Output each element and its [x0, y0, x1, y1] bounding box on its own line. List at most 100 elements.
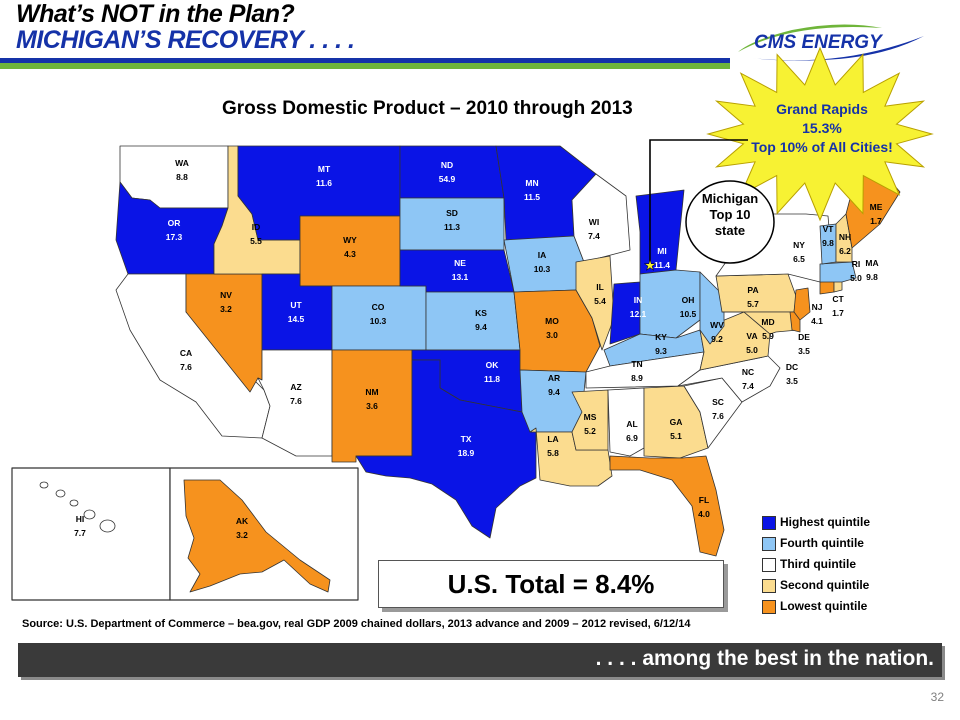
state-value-az: 7.6: [290, 396, 302, 406]
michigan-callout-line2: Top 10: [709, 207, 751, 222]
state-abbr-ga: GA: [670, 417, 683, 427]
state-value-sc: 7.6: [712, 411, 724, 421]
state-ak: [183, 479, 331, 593]
legend-label-third: Third quintile: [780, 557, 856, 571]
state-value-mt: 11.6: [316, 178, 332, 188]
state-abbr-de: DE: [798, 332, 810, 342]
state-value-md: 5.9: [762, 331, 774, 341]
legend-swatch-fourth: [762, 537, 776, 551]
state-value-ri: 5.0: [850, 273, 862, 283]
page-number: 32: [930, 690, 944, 704]
michigan-callout-line3: state: [714, 223, 746, 238]
state-abbr-ar: AR: [548, 373, 560, 383]
state-abbr-ma: MA: [865, 258, 878, 268]
state-abbr-ut: UT: [290, 300, 302, 310]
state-abbr-nc: NC: [742, 367, 754, 377]
legend-label-second: Second quintile: [780, 578, 870, 592]
state-abbr-id: ID: [252, 222, 261, 232]
state-abbr-nd: ND: [441, 160, 453, 170]
state-value-hi: 7.7: [74, 528, 86, 538]
state-abbr-fl: FL: [699, 495, 709, 505]
state-abbr-wa: WA: [175, 158, 189, 168]
state-value-mi: 11.4: [654, 260, 670, 270]
state-value-ma: 9.8: [866, 272, 878, 282]
state-abbr-nh: NH: [839, 232, 851, 242]
state-abbr-oh: OH: [682, 295, 695, 305]
state-abbr-mi: MI: [657, 246, 666, 256]
state-value-co: 10.3: [370, 316, 387, 326]
state-abbr-pa: PA: [747, 285, 758, 295]
state-value-al: 6.9: [626, 433, 638, 443]
cms-energy-logo: CMS ENERGY: [738, 24, 924, 61]
state-hi-island: [83, 509, 96, 520]
state-value-ny: 6.5: [793, 254, 805, 264]
state-value-ca: 7.6: [180, 362, 192, 372]
state-value-ct: 1.7: [832, 308, 844, 318]
state-ks: [425, 291, 521, 351]
state-abbr-az: AZ: [290, 382, 301, 392]
bottom-banner: . . . . among the best in the nation.: [18, 643, 942, 677]
state-hi-island: [69, 499, 79, 507]
state-nd: [399, 145, 505, 199]
state-abbr-ok: OK: [486, 360, 500, 370]
state-value-ms: 5.2: [584, 426, 596, 436]
state-value-fl: 4.0: [698, 509, 710, 519]
state-abbr-la: LA: [547, 434, 558, 444]
header-rule-green: [0, 63, 730, 69]
state-abbr-ia: IA: [538, 250, 547, 260]
state-fl: [609, 455, 725, 557]
state-value-ak: 3.2: [236, 530, 248, 540]
state-abbr-me: ME: [870, 202, 883, 212]
state-value-dc: 3.5: [786, 376, 798, 386]
legend-label-highest: Highest quintile: [780, 515, 870, 529]
state-abbr-vt: VT: [823, 224, 835, 234]
state-value-va: 5.0: [746, 345, 758, 355]
state-value-tn: 8.9: [631, 373, 643, 383]
state-abbr-ct: CT: [832, 294, 844, 304]
state-abbr-sc: SC: [712, 397, 724, 407]
state-abbr-wv: WV: [710, 320, 724, 330]
logo-wordmark: CMS ENERGY: [754, 32, 884, 53]
michigan-callout-line1: Michigan: [701, 191, 759, 206]
legend-swatch-second: [762, 579, 776, 593]
state-value-in: 12.1: [630, 309, 647, 319]
state-abbr-hi: HI: [76, 514, 85, 524]
state-abbr-ri: RI: [852, 259, 861, 269]
state-abbr-ne: NE: [454, 258, 466, 268]
state-value-nc: 7.4: [742, 381, 754, 391]
state-value-nj: 4.1: [811, 316, 823, 326]
state-al: [607, 387, 645, 457]
state-ne: [399, 249, 515, 293]
state-value-mn: 11.5: [524, 192, 540, 202]
legend-label-fourth: Fourth quintile: [780, 536, 864, 550]
us-total-box: U.S. Total = 8.4%: [378, 560, 724, 608]
grand-rapids-value: 15.3%: [802, 120, 842, 136]
state-abbr-ks: KS: [475, 308, 487, 318]
grand-rapids-leader-line: [649, 139, 748, 262]
state-value-ks: 9.4: [475, 322, 487, 332]
state-abbr-wy: WY: [343, 235, 357, 245]
state-value-wa: 8.8: [176, 172, 188, 182]
state-value-de: 3.5: [798, 346, 810, 356]
state-abbr-mo: MO: [545, 316, 559, 326]
state-abbr-in: IN: [634, 295, 643, 305]
state-value-ne: 13.1: [452, 272, 469, 282]
map-title: Gross Domestic Product – 2010 through 20…: [222, 98, 633, 119]
state-value-or: 17.3: [166, 232, 183, 242]
state-value-oh: 10.5: [680, 309, 697, 319]
legend-swatch-third: [762, 558, 776, 572]
state-value-la: 5.8: [547, 448, 559, 458]
header-rule-blue: [0, 58, 730, 63]
state-abbr-dc: DC: [786, 362, 798, 372]
grand-rapids-city: Grand Rapids: [776, 101, 868, 117]
state-value-vt: 9.8: [822, 238, 834, 248]
state-value-nh: 6.2: [839, 246, 851, 256]
banner-text: . . . . among the best in the nation.: [595, 647, 934, 670]
grand-rapids-callout: Grand Rapids 15.3% Top 10% of All Cities…: [742, 100, 902, 157]
legend-swatch-highest: [762, 516, 776, 530]
state-abbr-wi: WI: [589, 217, 599, 227]
state-abbr-ny: NY: [793, 240, 805, 250]
state-value-id: 5.5: [250, 236, 262, 246]
state-abbr-va: VA: [746, 331, 757, 341]
